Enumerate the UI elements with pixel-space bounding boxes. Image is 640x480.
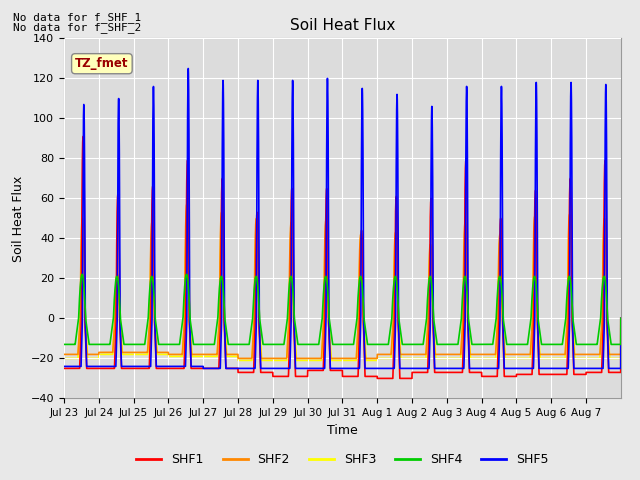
Text: No data for f_SHF_1: No data for f_SHF_1 [13,12,141,23]
Text: No data for f_SHF_2: No data for f_SHF_2 [13,22,141,33]
Title: Soil Heat Flux: Soil Heat Flux [290,18,395,33]
Legend: SHF1, SHF2, SHF3, SHF4, SHF5: SHF1, SHF2, SHF3, SHF4, SHF5 [131,448,554,471]
Text: TZ_fmet: TZ_fmet [75,57,129,70]
X-axis label: Time: Time [327,424,358,437]
Y-axis label: Soil Heat Flux: Soil Heat Flux [12,175,25,262]
